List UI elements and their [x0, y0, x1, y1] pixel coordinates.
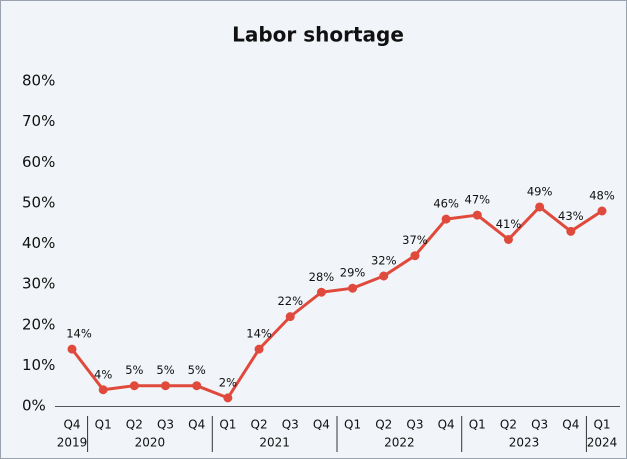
x-tick-label: Q3	[531, 418, 548, 432]
point	[410, 251, 420, 261]
x-group-label: 2022	[384, 436, 415, 450]
point	[472, 210, 482, 220]
x-tick-label: Q1	[219, 418, 236, 432]
point	[503, 234, 513, 244]
chart-title: Labor shortage	[232, 23, 404, 47]
data-label: 14%	[246, 327, 272, 341]
data-label: 37%	[402, 233, 428, 247]
y-tick-label: 60%	[22, 153, 55, 171]
x-tick-label: Q1	[593, 418, 610, 432]
y-tick-label: 10%	[22, 356, 55, 374]
data-label: 47%	[465, 193, 491, 207]
point	[161, 381, 171, 391]
data-label: 46%	[433, 197, 459, 211]
point	[67, 344, 77, 354]
x-tick-label: Q1	[95, 418, 112, 432]
x-tick-label: Q4	[313, 418, 330, 432]
x-tick-label: Q3	[282, 418, 299, 432]
data-label: 48%	[589, 189, 615, 203]
point	[129, 381, 139, 391]
y-tick-label: 80%	[22, 72, 55, 90]
x-group-label: 2020	[135, 436, 166, 450]
data-label: 5%	[156, 363, 174, 377]
data-label: 14%	[66, 327, 92, 341]
y-tick-label: 0%	[22, 397, 46, 415]
data-label: 32%	[371, 254, 397, 268]
point	[597, 206, 607, 216]
x-group-label: 2024	[587, 436, 618, 450]
x-tick-label: Q4	[562, 418, 579, 432]
x-tick-label: Q2	[251, 418, 268, 432]
x-tick-label: Q4	[438, 418, 455, 432]
point	[254, 344, 264, 354]
point	[566, 226, 576, 236]
data-label: 41%	[496, 217, 522, 231]
point	[223, 393, 233, 403]
x-tick-label: Q2	[126, 418, 143, 432]
data-label: 2%	[219, 375, 237, 389]
y-tick-label: 20%	[22, 315, 55, 333]
x-tick-label: Q3	[157, 418, 174, 432]
x-group-label: 2021	[259, 436, 290, 450]
data-label: 49%	[527, 184, 553, 198]
data-label: 5%	[125, 363, 143, 377]
point	[285, 312, 295, 322]
point	[348, 283, 358, 293]
point	[535, 202, 545, 212]
x-tick-label: Q2	[375, 418, 392, 432]
data-label: 43%	[558, 209, 584, 223]
y-tick-label: 50%	[22, 193, 55, 211]
point	[379, 271, 389, 281]
data-label: 29%	[340, 266, 366, 280]
data-label: 28%	[309, 270, 335, 284]
point	[316, 287, 326, 297]
y-tick-label: 70%	[22, 112, 55, 130]
data-label: 22%	[277, 294, 303, 308]
point	[441, 214, 451, 224]
x-group-label: 2019	[57, 436, 88, 450]
x-tick-label: Q4	[188, 418, 205, 432]
y-tick-label: 30%	[22, 275, 55, 293]
data-label: 4%	[94, 367, 112, 381]
line	[70, 205, 603, 400]
x-tick-label: Q1	[469, 418, 486, 432]
x-group-label: 2023	[509, 436, 540, 450]
point	[98, 385, 108, 395]
x-tick-label: Q2	[500, 418, 517, 432]
y-tick-label: 40%	[22, 234, 55, 252]
data-label: 5%	[188, 363, 206, 377]
point	[192, 381, 202, 391]
x-tick-label: Q1	[344, 418, 361, 432]
x-tick-label: Q3	[406, 418, 423, 432]
x-tick-label: Q4	[63, 418, 80, 432]
